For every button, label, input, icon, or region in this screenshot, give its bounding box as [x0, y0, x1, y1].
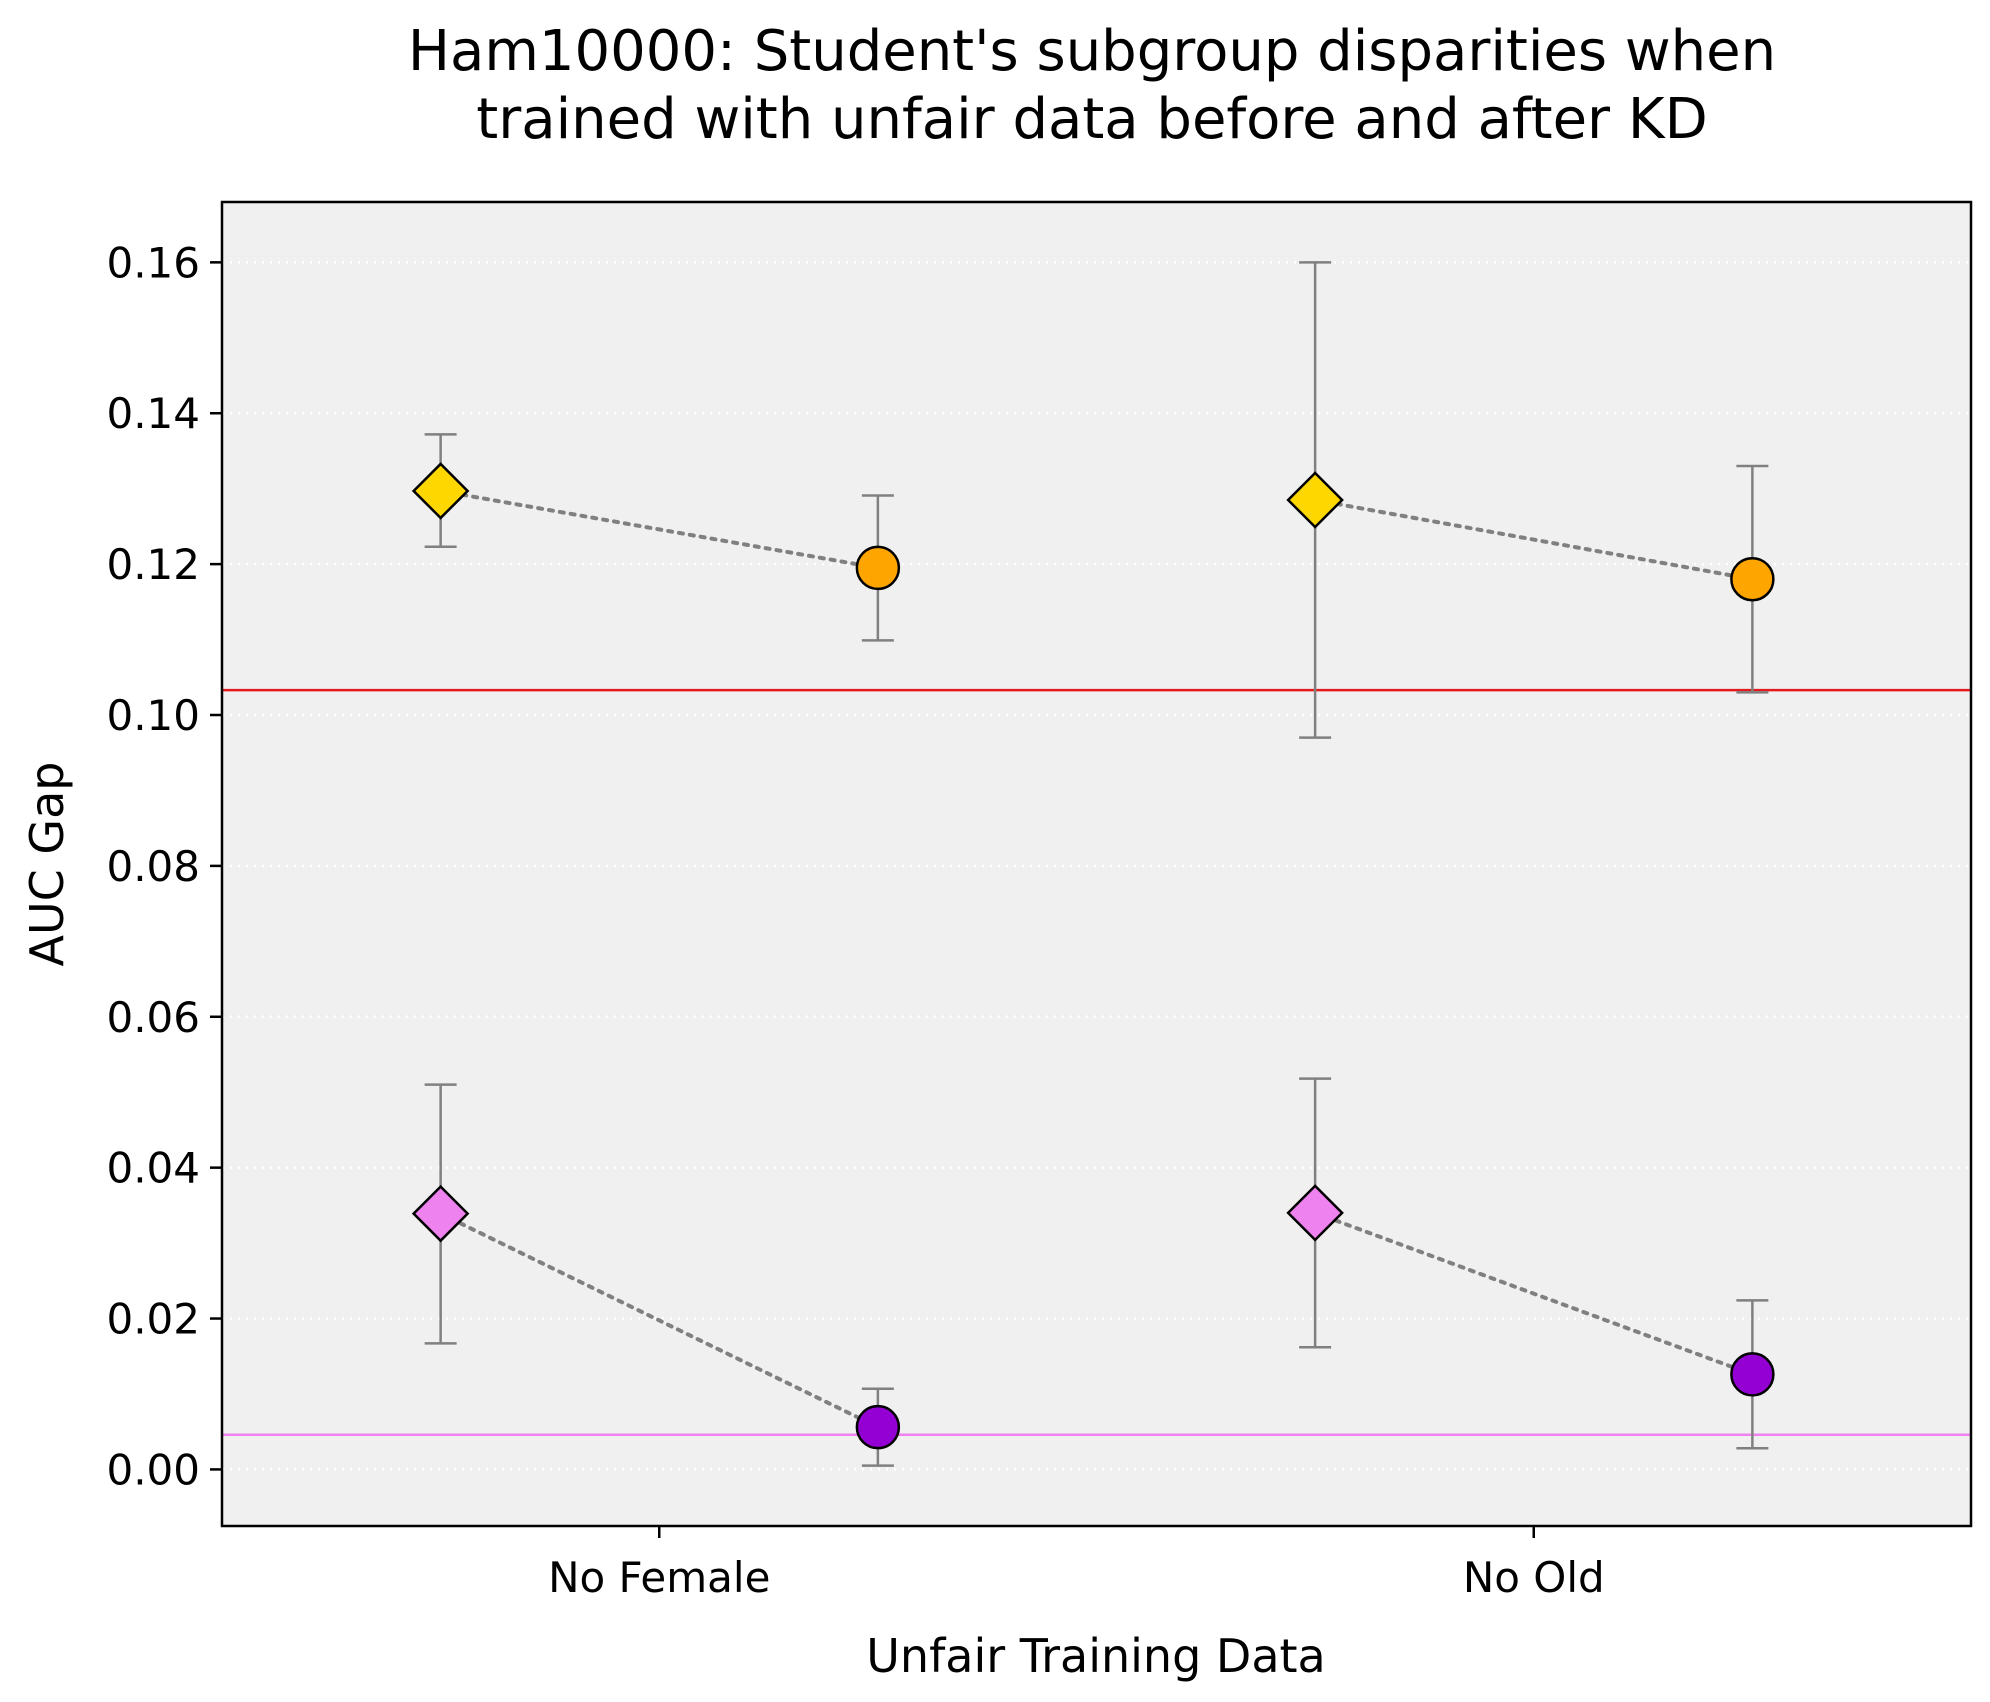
chart-title-line-2: trained with unfair data before and afte…: [476, 87, 1707, 152]
chart-title: Ham10000: Student's subgroup disparities…: [408, 19, 1776, 152]
y-axis-ticks: 0.00 0.02 0.04 0.06 0.08 0.10 0.12 0.14 0.16: [106, 238, 222, 1494]
connector-lines: [438, 488, 1755, 1430]
x-tick-label: No Female: [548, 1553, 770, 1602]
circle-marker: [1730, 556, 1775, 602]
grid-lines: [222, 261, 1971, 1471]
y-tick-label: 0.10: [106, 691, 200, 740]
y-tick-label: 0.02: [106, 1295, 200, 1344]
circle-marker: [855, 1404, 901, 1450]
reference-lines: [222, 688, 1971, 1436]
diamond-marker: [411, 1184, 470, 1243]
circle-marker: [855, 545, 901, 591]
x-axis-ticks: No Female No Old: [548, 1526, 1605, 1602]
connector-line: [1313, 497, 1755, 582]
y-tick-label: 0.08: [106, 842, 200, 891]
y-tick-label: 0.06: [106, 993, 200, 1042]
x-axis-label: Unfair Training Data: [866, 1629, 1325, 1683]
diamond-marker: [1286, 471, 1344, 529]
connector-line: [1313, 1210, 1755, 1377]
data-markers: [411, 462, 1775, 1450]
connector-line: [438, 488, 880, 570]
y-tick-label: 0.04: [106, 1144, 200, 1193]
diamond-marker: [1286, 1184, 1344, 1242]
plot-area: [222, 202, 1971, 1526]
y-tick-label: 0.16: [106, 238, 200, 287]
diamond-marker: [411, 462, 470, 520]
y-axis-label: AUC Gap: [20, 762, 74, 967]
plot-frame: [220, 200, 1973, 1528]
x-tick-label: No Old: [1463, 1553, 1605, 1602]
y-tick-label: 0.12: [106, 540, 200, 589]
y-tick-label: 0.14: [106, 389, 200, 438]
connector-line: [438, 1211, 880, 1430]
circle-marker: [1730, 1352, 1775, 1397]
chart-title-line-1: Ham10000: Student's subgroup disparities…: [408, 19, 1776, 84]
y-tick-label: 0.00: [106, 1445, 200, 1494]
